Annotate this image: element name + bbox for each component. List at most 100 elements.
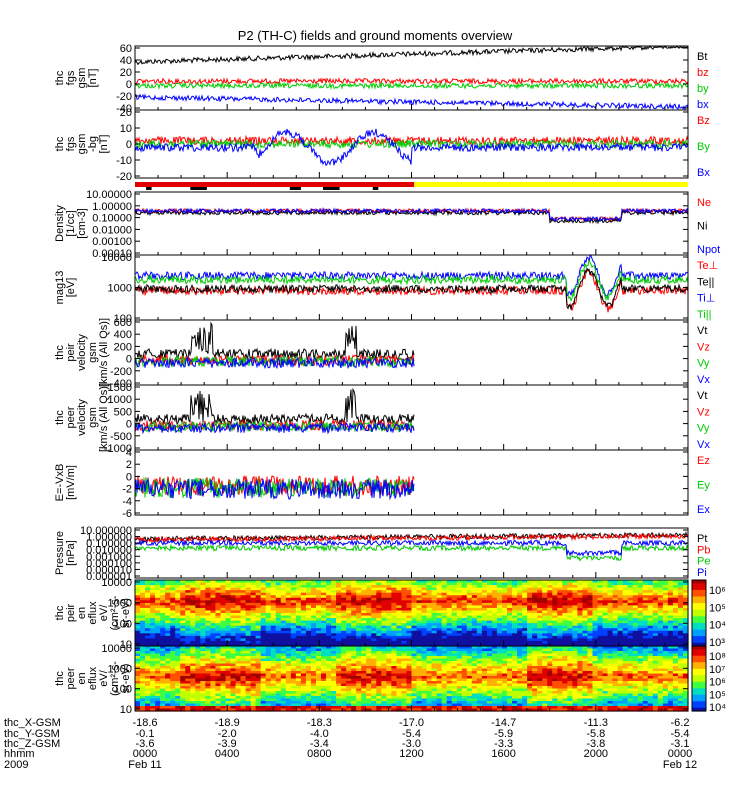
heatmap-cell — [461, 595, 468, 599]
heatmap-cell — [275, 676, 282, 680]
heatmap-cell — [351, 630, 357, 634]
heatmap-cell — [501, 638, 508, 642]
heatmap-cell — [356, 587, 362, 591]
heatmap-cell — [326, 651, 332, 655]
heatmap-cell — [557, 638, 563, 642]
heatmap-cell — [145, 673, 151, 677]
heatmap-cell — [562, 610, 568, 614]
heatmap-cell — [537, 605, 543, 609]
heatmap-cell — [290, 638, 297, 642]
heatmap-cell — [225, 691, 232, 695]
heatmap-cell — [180, 671, 186, 675]
heatmap-cell — [310, 693, 317, 697]
heatmap-cell — [185, 610, 191, 614]
heatmap-cell — [285, 615, 292, 619]
heatmap-cell — [657, 597, 664, 601]
heatmap-cell — [602, 580, 609, 584]
heatmap-cell — [321, 592, 327, 596]
heatmap-cell — [275, 597, 282, 601]
y-axis-label: fgs — [65, 70, 77, 85]
heatmap-cell — [235, 678, 242, 682]
heatmap-cell — [310, 663, 317, 667]
heatmap-cell — [441, 706, 448, 710]
heatmap-cell — [637, 635, 644, 639]
colorbar-step — [692, 606, 706, 611]
heatmap-cell — [135, 706, 141, 710]
heatmap-cell — [190, 602, 196, 606]
heatmap-cell — [451, 587, 458, 591]
heatmap-cell — [245, 708, 252, 712]
heatmap-cell — [466, 618, 473, 622]
heatmap-cell — [431, 701, 438, 705]
heatmap-cell — [346, 671, 352, 675]
heatmap-cell — [245, 585, 252, 589]
y-axis-label: [1/cc] — [65, 210, 77, 236]
heatmap-cell — [210, 646, 217, 650]
heatmap-cell — [275, 686, 282, 690]
heatmap-cell — [612, 585, 619, 589]
heatmap-cell — [376, 635, 382, 639]
heatmap-cell — [572, 607, 578, 612]
heatmap-cell — [195, 582, 201, 586]
heatmap-cell — [622, 580, 629, 584]
heatmap-cell — [366, 600, 372, 604]
heatmap-cell — [406, 666, 413, 670]
heatmap-cell — [376, 646, 382, 650]
heatmap-cell — [597, 610, 604, 614]
heatmap-cell — [381, 613, 387, 617]
heatmap-cell — [587, 623, 594, 627]
heatmap-cell — [245, 582, 252, 586]
heatmap-cell — [200, 597, 206, 601]
heatmap-cell — [185, 698, 191, 702]
heatmap-cell — [537, 628, 543, 632]
heatmap-cell — [647, 587, 654, 591]
heatmap-cell — [250, 696, 257, 700]
heatmap-cell — [592, 590, 599, 594]
heatmap-cell — [255, 698, 262, 702]
heatmap-cell — [200, 708, 206, 712]
heatmap-cell — [612, 618, 619, 622]
heatmap-cell — [351, 688, 357, 692]
heatmap-cell — [265, 585, 272, 589]
heatmap-cell — [155, 602, 161, 606]
heatmap-cell — [170, 587, 176, 591]
heatmap-cell — [441, 653, 448, 657]
heatmap-cell — [517, 615, 523, 619]
heatmap-cell — [220, 600, 227, 604]
heatmap-cell — [421, 653, 428, 657]
heatmap-cell — [205, 656, 212, 660]
heatmap-cell — [406, 582, 413, 586]
heatmap-cell — [401, 618, 408, 622]
heatmap-cell — [310, 658, 317, 662]
heatmap-cell — [305, 618, 312, 622]
heatmap-cell — [336, 663, 342, 667]
heatmap-cell — [140, 646, 146, 650]
heatmap-cell — [496, 643, 503, 647]
heatmap-cell — [451, 618, 458, 622]
heatmap-cell — [441, 701, 448, 705]
heatmap-cell — [366, 693, 372, 697]
heatmap-cell — [215, 701, 222, 705]
heatmap-cell — [175, 595, 181, 599]
heatmap-cell — [637, 618, 644, 622]
heatmap-cell — [205, 580, 212, 584]
heatmap-cell — [205, 691, 212, 695]
colorbar-step — [692, 632, 706, 637]
heatmap-cell — [476, 585, 483, 589]
heatmap-cell — [356, 698, 362, 702]
heatmap-cell — [215, 587, 222, 591]
heatmap-cell — [542, 623, 548, 627]
heatmap-cell — [612, 610, 619, 614]
heatmap-cell — [456, 613, 463, 617]
heatmap-cell — [270, 651, 277, 655]
heatmap-cell — [517, 623, 523, 627]
heatmap-cell — [245, 656, 252, 660]
heatmap-cell — [245, 686, 252, 690]
heatmap-cell — [230, 648, 237, 652]
heatmap-cell — [627, 630, 634, 634]
heatmap-cell — [366, 643, 372, 647]
heatmap-cell — [240, 602, 247, 606]
heatmap-cell — [170, 600, 176, 604]
heatmap-cell — [416, 590, 423, 594]
heatmap-cell — [150, 610, 156, 614]
